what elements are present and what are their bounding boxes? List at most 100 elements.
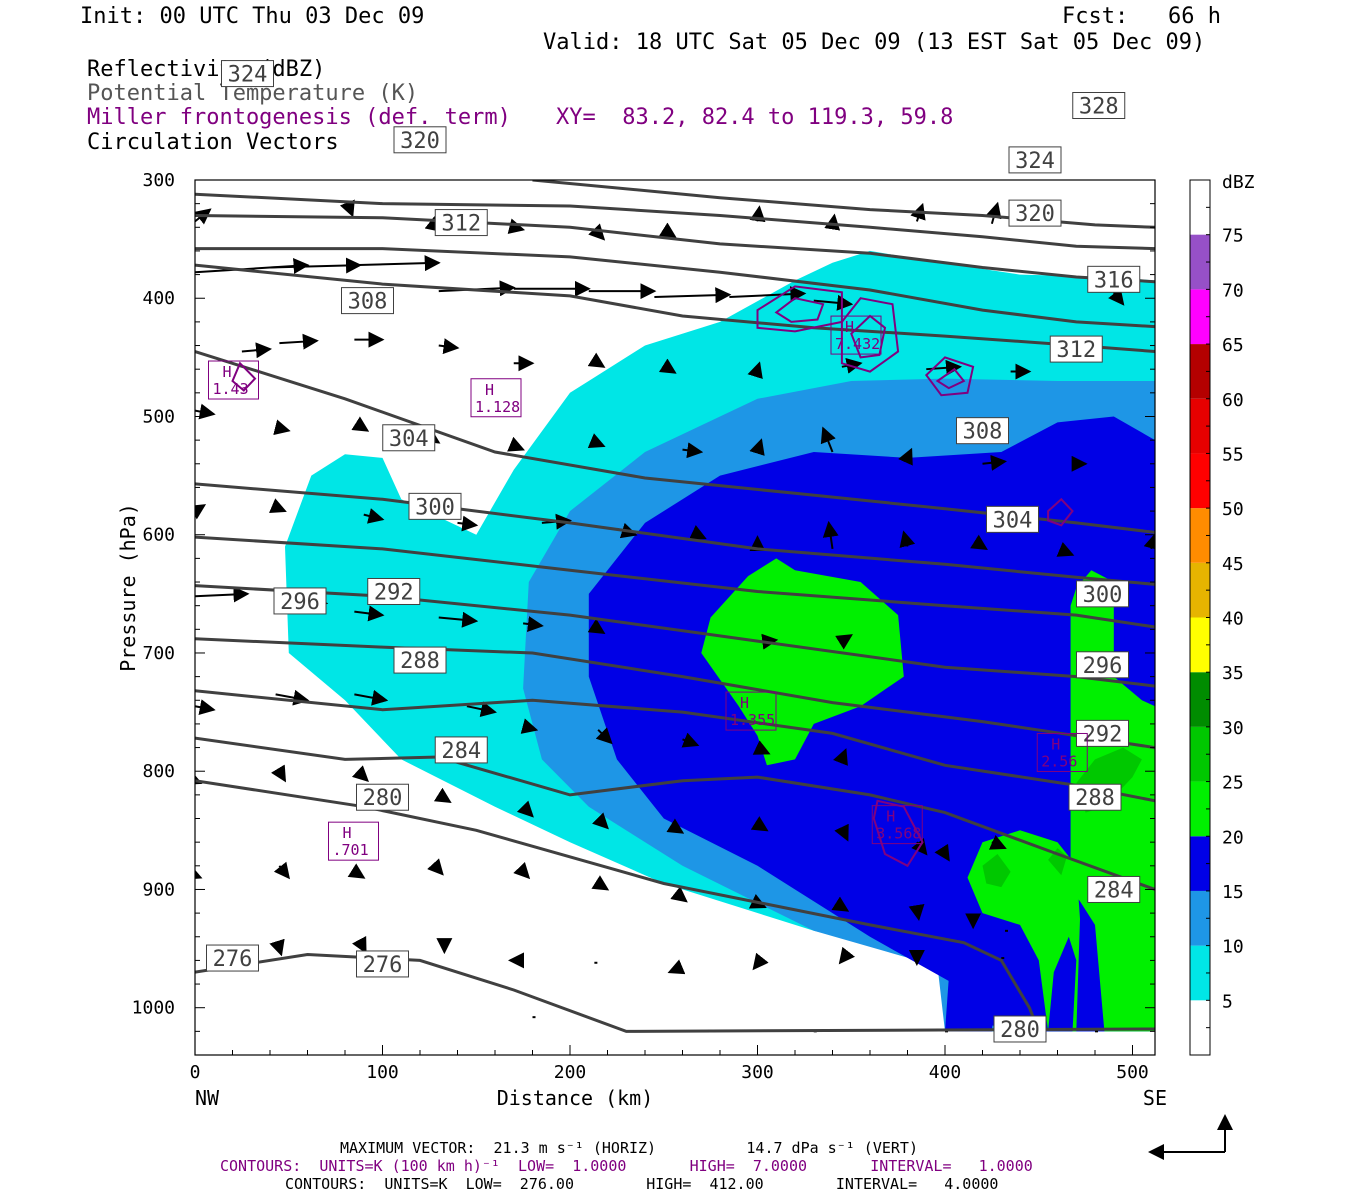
circulation-vector [354,689,389,706]
circulation-vector [427,858,444,876]
svg-text:H: H [485,381,494,399]
theta-276-line [195,952,1155,1033]
colorbar-bin [1190,945,1210,1001]
theta-280-label: 280 [993,1015,1047,1043]
theta-288-label: 288 [393,646,447,674]
frontogenesis-contour [935,367,966,390]
circulation-vector [195,504,207,520]
endpoint-se-label: SE [1143,1086,1167,1110]
svg-text:284: 284 [1094,878,1134,903]
circulation-vector [838,946,855,965]
x-tick-label: 400 [929,1062,962,1083]
circulation-vector [831,896,850,912]
colorbar-label: 50 [1222,499,1244,520]
circulation-vector [820,426,836,453]
y-axis-title: Pressure (hPa) [116,503,140,672]
svg-text:3.568: 3.568 [876,825,921,843]
svg-text:.701: .701 [333,841,369,859]
colorbar-label: 20 [1222,827,1244,848]
frontogenesis-high-label: H7.432 [830,315,882,355]
theta-288-line [195,689,1155,803]
colorbar-bin [1190,234,1210,290]
theta-304-label: 304 [986,505,1039,533]
svg-text:316: 316 [1094,268,1134,293]
svg-text:308: 308 [348,290,388,315]
frontogenesis-high-label: H2.56 [1036,732,1088,772]
svg-text:284: 284 [441,739,481,764]
colorbar-bin [1190,289,1210,345]
colorbar-label: 25 [1222,773,1244,794]
svg-text:1.43: 1.43 [213,380,249,398]
theta-284-label: 284 [434,736,488,764]
circulation-vector [658,358,677,374]
theta-308-line [195,350,1155,534]
circulation-vector [466,701,497,718]
svg-text:328: 328 [1079,95,1119,120]
circulation-vector [354,255,441,272]
x-tick-label: 0 [190,1062,201,1083]
circulation-vector [438,338,460,355]
colorbar-label: 30 [1222,718,1244,739]
theta-324-label: 324 [221,60,274,88]
frontogenesis-contour [850,314,887,359]
circulation-vector [587,433,606,448]
circulation-vector [1108,288,1125,306]
circulation-vector [354,605,385,622]
circulation-vector [591,812,609,830]
circulation-vector [833,748,848,766]
theta-308-label: 308 [956,417,1009,445]
colorbar-label: 55 [1222,444,1244,465]
svg-text:H: H [886,808,895,826]
contours-theta-note: CONTOURS: UNITS=K LOW= 276.00 HIGH= 412.… [285,1175,999,1193]
theta-280-line [195,779,1041,1032]
svg-text:1.128: 1.128 [475,398,520,416]
theta-312-label: 312 [434,209,488,237]
theta-320-label: 320 [393,126,447,154]
field-vectors: Circulation Vectors [87,130,339,155]
svg-text:304: 304 [389,427,429,452]
circulation-vector [516,800,534,818]
theta-300-label: 300 [1076,580,1129,608]
theta-292-label: 292 [367,577,421,605]
colorbar: 5 10 15 20 25 30 35 40 45 50 55 60 65 70 75 dBZ [1189,172,1255,1056]
y-tick-label: 900 [142,879,175,900]
y-tick-label: 1000 [132,998,175,1019]
svg-text:308: 308 [963,420,1003,445]
colorbar-label: 70 [1222,280,1244,301]
circulation-vector [273,861,290,880]
circulation-vector [670,886,688,903]
circulation-vector [1143,532,1155,551]
theta-328-label: 328 [1072,92,1126,120]
colorbar-bin [1190,617,1210,673]
reference-vector-icon [1148,1114,1233,1160]
frontogenesis-contour [840,297,900,373]
field-frontogenesis: Miller frontogenesis (def. term) [87,105,511,130]
circulation-vector [654,287,732,304]
svg-text:324: 324 [1015,149,1055,174]
reflectivity-fills [285,250,1155,1032]
frontogenesis-contour [1047,497,1074,527]
circulation-vector [934,843,950,862]
circulation-vector [457,515,479,532]
circulation-vector [273,419,291,436]
theta-284-line [195,736,1155,891]
dbz25-region-a [982,854,1011,888]
colorbar-label: 60 [1222,390,1244,411]
theta-300-line [195,535,1155,629]
circulation-vector [195,403,216,420]
colorbar-label: 40 [1222,609,1244,630]
circulation-vector [986,201,1002,225]
circulation-vector [513,861,531,880]
circulation-vector [988,835,1007,850]
colorbar-bin [1190,836,1210,891]
circulation-vector [588,223,606,241]
y-tick-label: 600 [142,525,175,546]
circulation-vector [908,903,925,921]
circulation-vector [438,611,479,628]
colorbar-bin [1190,508,1210,563]
theta-288-label: 288 [1068,783,1122,811]
circulation-vector [813,294,854,311]
theta-328-line [532,180,1155,229]
circulation-vector [899,530,916,548]
